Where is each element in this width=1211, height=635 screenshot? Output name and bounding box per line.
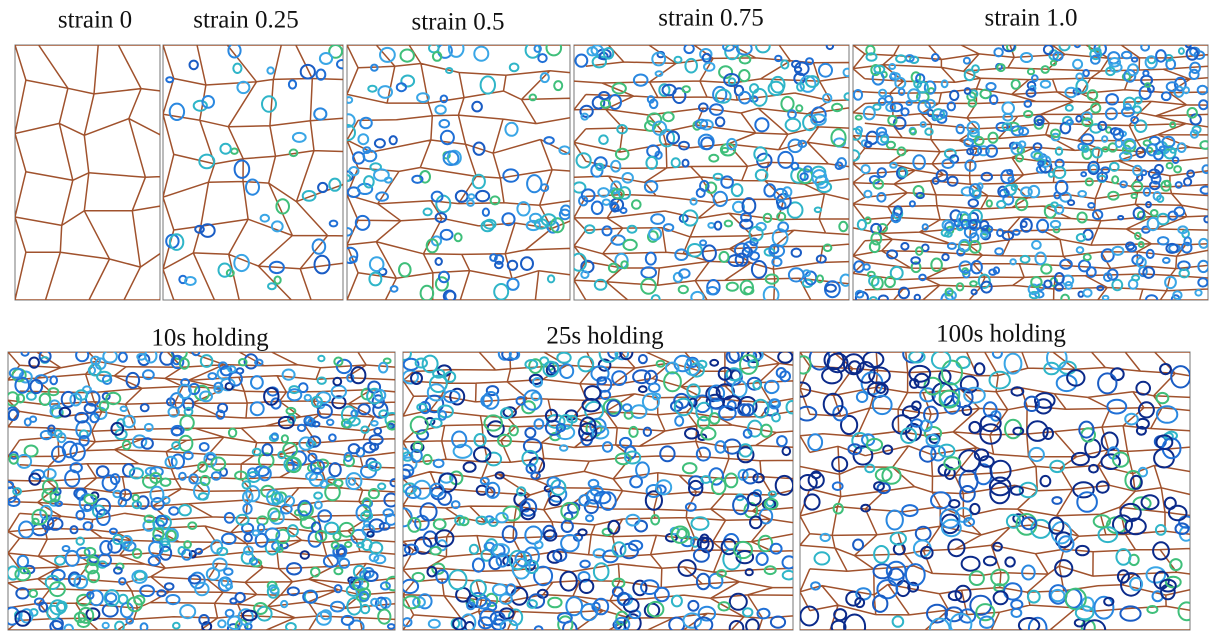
micrograph-panel <box>163 44 354 301</box>
panel-label: strain 0.25 <box>193 7 299 34</box>
micrograph-panel <box>572 40 861 304</box>
micrograph-panel <box>15 45 171 300</box>
figure: strain 0 strain 0.25 strain 0.5 strain 0… <box>0 0 1211 635</box>
panel-label: strain 0.75 <box>658 5 764 32</box>
panel-label: 10s holding <box>151 325 269 352</box>
panel-frame <box>163 45 343 300</box>
micrograph-panel <box>340 40 581 302</box>
micrograph-panel <box>793 345 1199 635</box>
panel-label: 25s holding <box>546 323 664 350</box>
panel-label: strain 1.0 <box>984 5 1077 32</box>
panel-label: strain 0 <box>58 7 132 34</box>
micrograph-panel <box>395 344 803 635</box>
micrograph-panel <box>4 347 407 634</box>
panel-label: strain 0.5 <box>411 9 504 36</box>
micrograph-panel <box>849 40 1211 307</box>
panel-label: 100s holding <box>936 321 1066 348</box>
